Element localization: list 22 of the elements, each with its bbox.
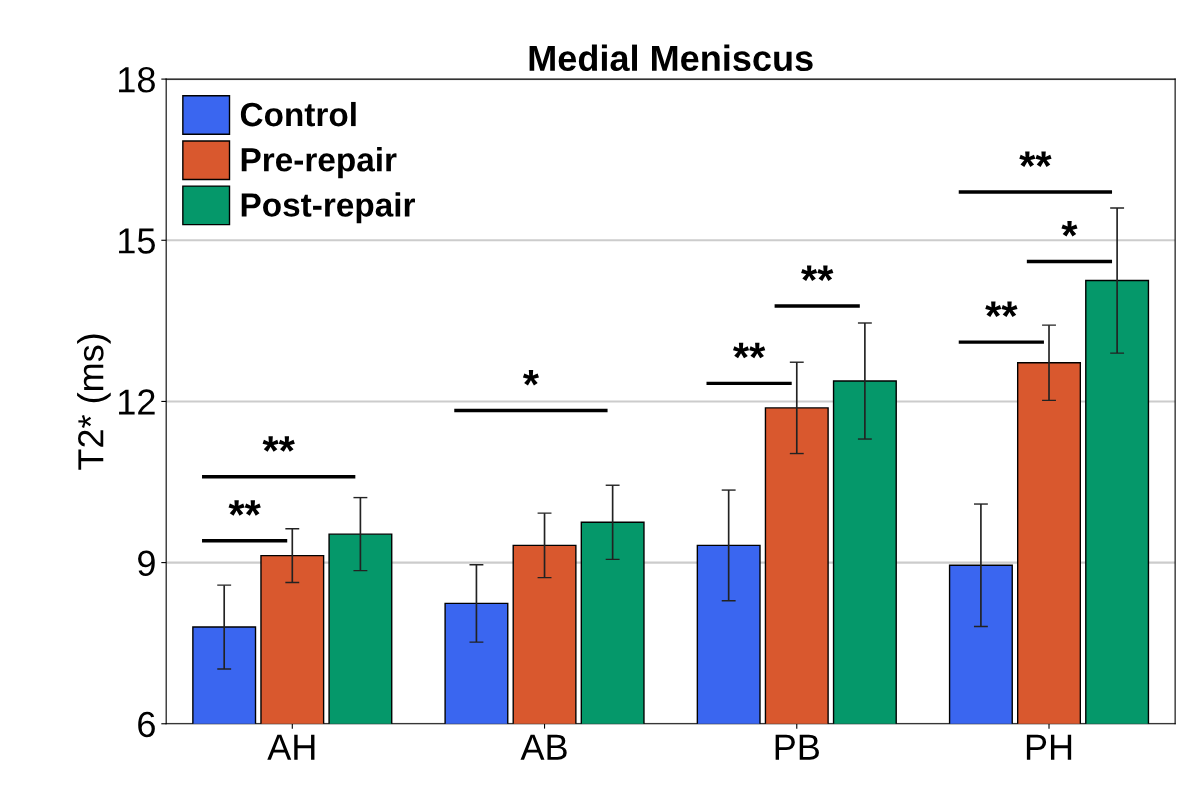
y-axis-title: T2* (ms) <box>77 334 111 470</box>
annotation: ** <box>801 265 834 281</box>
annotation: ** <box>228 500 261 516</box>
annotation: ** <box>1019 151 1052 167</box>
annotation: * <box>1061 221 1078 237</box>
x-tick-label: AB <box>520 734 567 760</box>
legend-label: Post-repair <box>241 192 415 224</box>
legend-label: Pre-repair <box>241 147 397 179</box>
y-tick-label: 12 <box>119 389 155 415</box>
x-tick-label: AH <box>267 734 315 760</box>
annotation: ** <box>262 436 295 452</box>
y-tick-label: 9 <box>138 550 155 577</box>
annotation: ** <box>733 342 766 359</box>
legend-label: Control <box>240 101 356 127</box>
annotation: * <box>522 369 539 386</box>
chart-title: Medial Meniscus <box>529 44 813 72</box>
y-tick-label: 6 <box>138 711 155 738</box>
y-tick-label: 15 <box>119 228 155 254</box>
x-tick-label: PH <box>1026 734 1072 760</box>
annotation: ** <box>985 301 1018 318</box>
x-tick-label: PB <box>775 734 819 760</box>
y-tick-label: 18 <box>119 66 155 93</box>
